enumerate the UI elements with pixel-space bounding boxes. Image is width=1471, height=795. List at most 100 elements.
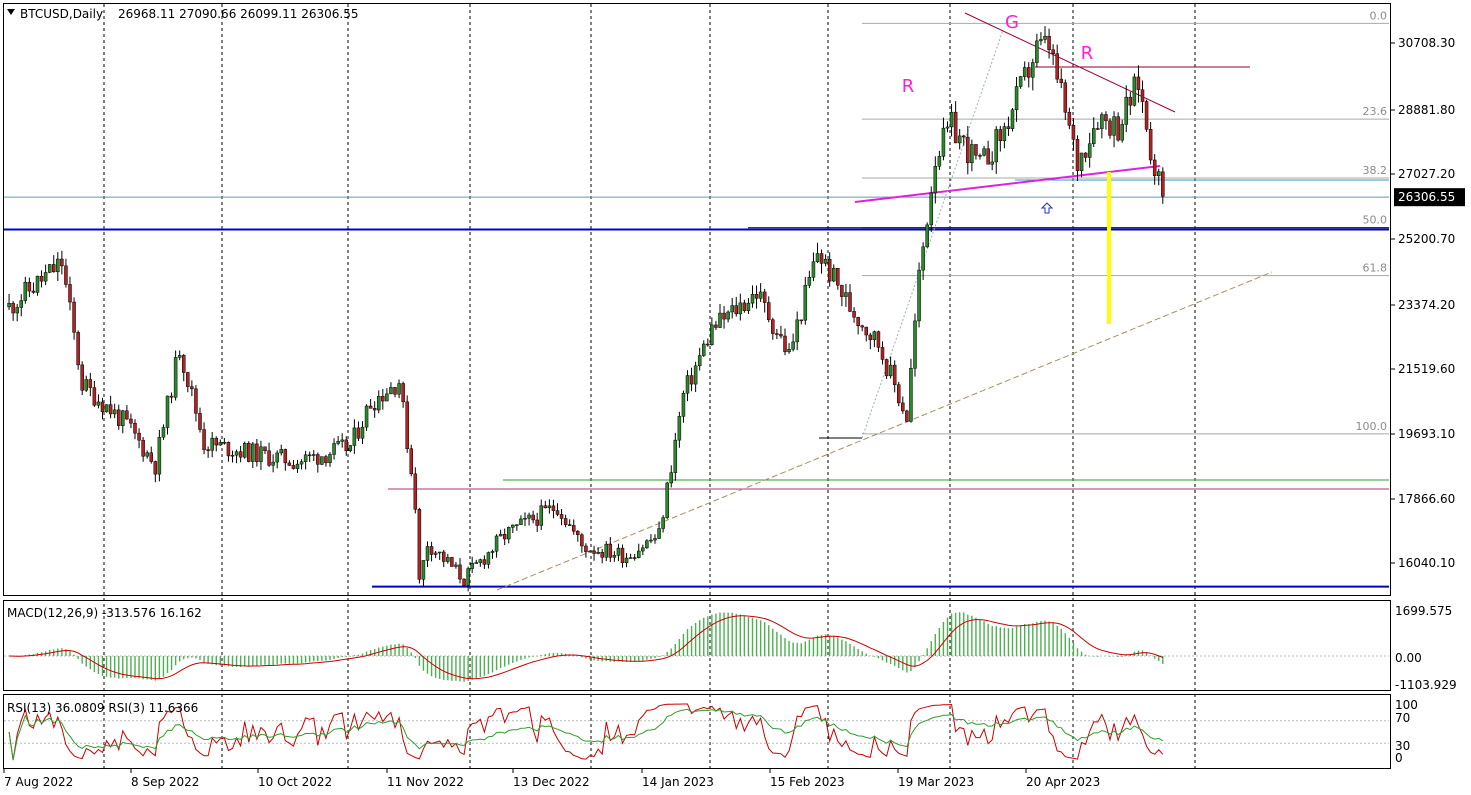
candle-body xyxy=(559,514,564,519)
symbol-menu-icon[interactable] xyxy=(7,9,15,15)
candle-body xyxy=(612,555,617,558)
candle-body xyxy=(515,524,519,526)
candle-body xyxy=(462,578,466,586)
candle-body xyxy=(1035,40,1039,63)
candle-body xyxy=(401,383,405,403)
candle-body xyxy=(84,379,88,391)
candle-body xyxy=(348,445,353,451)
candle-body xyxy=(466,568,470,586)
candle-body xyxy=(905,410,909,422)
candle-body xyxy=(783,335,787,353)
candle-body xyxy=(1120,124,1124,141)
candle-body xyxy=(68,284,72,303)
candle-body xyxy=(389,387,393,395)
candle-body xyxy=(117,409,121,426)
candle-body xyxy=(92,387,97,406)
candle-body xyxy=(165,395,170,428)
candle-body xyxy=(198,413,202,430)
candle-body xyxy=(381,395,385,402)
drawn-objects xyxy=(4,12,1389,591)
candle-body xyxy=(596,552,600,554)
candle-body xyxy=(1108,120,1112,136)
macd-axis-label: -1103.929 xyxy=(1395,678,1457,692)
candle-body xyxy=(519,518,523,525)
candle-body xyxy=(47,264,52,273)
candle-body xyxy=(986,148,990,165)
candle-body xyxy=(1027,67,1031,78)
candle-body xyxy=(340,439,344,442)
candle-body xyxy=(657,528,661,539)
candle-body xyxy=(1059,78,1063,84)
candle-body xyxy=(405,401,409,449)
candle-body xyxy=(957,135,962,144)
candle-body xyxy=(604,543,608,558)
x-axis-tick-label: 19 Mar 2023 xyxy=(898,775,974,789)
candle-body xyxy=(966,136,970,164)
candle-body xyxy=(194,388,198,414)
rsi-label: RSI(13) 36.0809 RSI(3) 11.6366 xyxy=(7,701,198,715)
candle-body xyxy=(393,387,397,395)
candle-body xyxy=(722,312,726,320)
candle-body xyxy=(31,290,36,293)
candle-body xyxy=(840,284,844,297)
x-axis-tick-label: 10 Oct 2022 xyxy=(258,775,332,789)
candle-body xyxy=(750,294,755,304)
fib-level-label: 23.6 xyxy=(1363,105,1388,118)
candle-body xyxy=(173,357,178,398)
candle-body xyxy=(494,535,499,552)
candle-body xyxy=(1128,96,1133,106)
candle-body xyxy=(271,461,275,466)
candle-body xyxy=(502,534,507,540)
y-axis-tick-label: 30708.30 xyxy=(1398,36,1455,50)
candle-body xyxy=(758,291,763,299)
candle-body xyxy=(186,372,190,387)
fib-level-label: 50.0 xyxy=(1363,214,1388,227)
candle-body xyxy=(364,405,369,428)
candle-body xyxy=(490,550,495,553)
candle-body xyxy=(844,292,848,297)
candle-body xyxy=(1031,62,1035,78)
x-axis-tick-label: 13 Dec 2022 xyxy=(513,775,590,789)
candle-body xyxy=(624,557,629,564)
candle-body xyxy=(35,275,40,293)
candle-body xyxy=(897,384,901,404)
candle-body xyxy=(275,452,279,463)
candle-body xyxy=(1124,96,1128,125)
candle-body xyxy=(779,334,783,337)
candle-body xyxy=(15,307,19,314)
macd-label: MACD(12,26,9) -313.576 16.162 xyxy=(7,606,202,620)
candle-body xyxy=(1018,76,1023,87)
candle-body xyxy=(433,552,438,555)
macd-pane-frame xyxy=(3,600,1391,691)
candle-body xyxy=(807,276,812,286)
y-axis-tick-label: 28881.80 xyxy=(1398,103,1455,117)
candle-body xyxy=(555,510,560,515)
candle-body xyxy=(251,443,255,462)
candle-body xyxy=(588,550,592,553)
candle-body xyxy=(856,316,860,326)
candle-body xyxy=(64,265,68,285)
y-axis-tick-label: 25200.70 xyxy=(1398,232,1455,246)
candle-body xyxy=(421,560,426,580)
candle-body xyxy=(819,253,824,264)
candle-body xyxy=(121,410,125,426)
candle-body xyxy=(507,527,511,540)
candle-body xyxy=(425,546,430,561)
candle-body xyxy=(1152,159,1157,176)
candle-body xyxy=(1006,126,1011,129)
x-axis-tick-label: 15 Feb 2023 xyxy=(770,775,845,789)
candle-body xyxy=(1063,82,1068,113)
candle-body xyxy=(368,405,373,409)
candle-body xyxy=(437,551,442,554)
x-axis-tick-label: 11 Nov 2022 xyxy=(387,775,464,789)
candle-body xyxy=(710,324,714,345)
rsi-3-line xyxy=(8,703,1164,761)
candle-body xyxy=(1132,76,1137,106)
candle-body xyxy=(206,449,210,451)
candle-body xyxy=(320,456,324,465)
macd-axis-label: 0.00 xyxy=(1395,651,1422,665)
rsi-axis-label: 0 xyxy=(1395,751,1403,765)
candle-body xyxy=(1047,36,1051,50)
candle-body xyxy=(535,519,539,526)
